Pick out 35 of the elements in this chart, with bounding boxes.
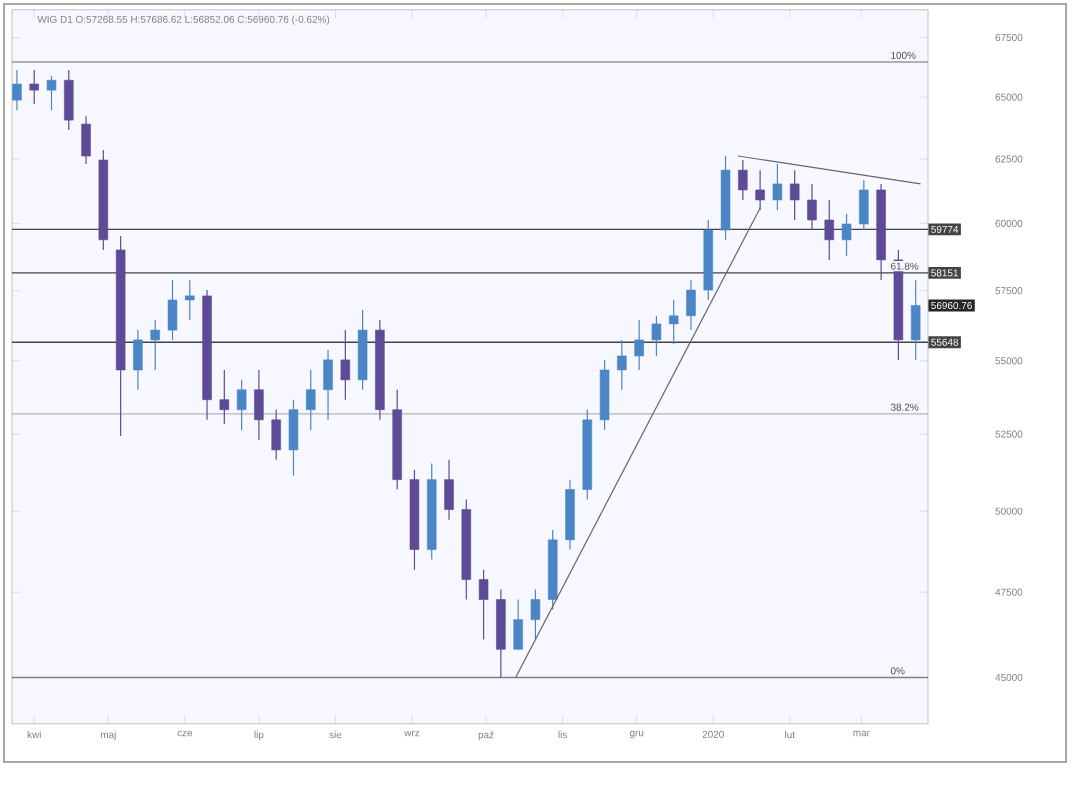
candlestick <box>686 279 696 331</box>
candlestick <box>306 369 316 431</box>
candlestick <box>46 75 57 111</box>
candlestick <box>651 315 662 357</box>
candlestick <box>478 569 489 640</box>
candlestick <box>12 69 22 111</box>
candlestick <box>340 329 351 401</box>
candlestick <box>513 598 523 650</box>
candlestick <box>530 588 541 640</box>
candlestick <box>236 379 247 431</box>
candlestick <box>772 163 783 211</box>
candlestick <box>859 179 869 231</box>
candlestick <box>64 69 74 131</box>
candlestick <box>167 279 178 341</box>
candlestick <box>323 349 333 421</box>
candlestick <box>634 319 644 371</box>
candlestick <box>789 169 800 221</box>
candlestick <box>29 69 39 105</box>
candlestick <box>150 319 160 371</box>
candlestick <box>271 409 281 461</box>
candlestick <box>219 369 230 425</box>
candlestick <box>807 183 817 231</box>
candlestick <box>254 369 264 441</box>
candlestick <box>738 159 748 201</box>
candlestick <box>910 279 921 361</box>
candlestick <box>824 199 834 261</box>
candlestick <box>668 299 679 345</box>
candlestick <box>81 115 91 165</box>
candlestick <box>755 169 765 211</box>
candlestick <box>288 399 299 477</box>
candlestick <box>444 459 454 521</box>
candlestick <box>133 329 143 391</box>
candlestick <box>841 213 852 257</box>
candlestick <box>617 339 627 391</box>
candlestick <box>185 279 195 321</box>
